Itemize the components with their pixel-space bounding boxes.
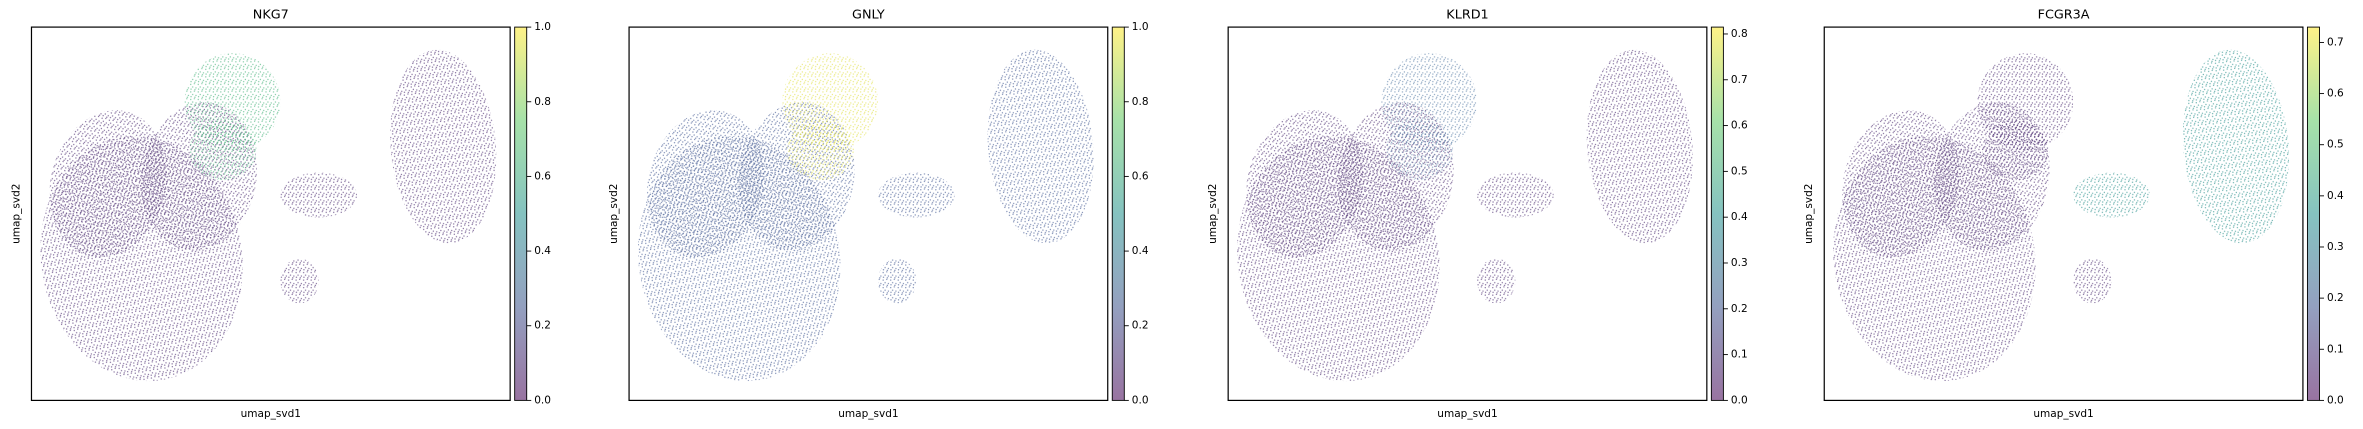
chart-title: FCGR3A — [2038, 8, 2090, 23]
x-axis-label: umap_svd1 — [2033, 408, 2093, 420]
colorbar-tick-label: 0.0 — [534, 394, 551, 406]
colorbar-tick-label: 0.5 — [2327, 139, 2344, 151]
point-cluster — [2073, 172, 2150, 218]
y-axis-label: umap_svd2 — [608, 184, 620, 244]
colorbar-tick-label: 0.4 — [1731, 211, 1748, 223]
point-cluster — [646, 110, 765, 258]
colorbar-tick-label: 0.7 — [1731, 74, 1748, 86]
point-cluster — [280, 258, 319, 304]
point-cluster — [1586, 49, 1693, 244]
point-cluster — [1842, 110, 1960, 258]
point-cluster — [280, 172, 357, 218]
colorbar-tick-label: 0.3 — [2327, 241, 2344, 253]
colorbar-tick-label: 0.6 — [2327, 88, 2344, 100]
colorbar-tick-label: 0.8 — [1132, 96, 1149, 108]
panel: GNLY umap_svd1 umap_svd2 0.0 0.2 0.4 0.6 0.8 1.0 — [608, 8, 1149, 420]
colorbar — [1111, 26, 1125, 401]
colorbar — [1710, 26, 1724, 401]
y-axis-label: umap_svd2 — [10, 184, 22, 244]
point-cloud — [40, 49, 497, 382]
y-axis-label: umap_svd2 — [1803, 184, 1815, 244]
point-cluster — [787, 120, 855, 181]
point-cluster — [877, 258, 917, 304]
colorbar-tick-label: 0.5 — [1731, 165, 1748, 177]
x-axis-label: umap_svd1 — [838, 408, 898, 420]
colorbar-tick-label: 0.4 — [1132, 245, 1149, 257]
colorbar — [2306, 26, 2320, 401]
plot-frame — [1227, 26, 1708, 402]
colorbar-tick-label: 0.2 — [1731, 303, 1748, 315]
point-cloud — [1833, 49, 2290, 382]
chart-title: GNLY — [852, 8, 885, 23]
chart-title: KLRD1 — [1446, 8, 1488, 23]
point-cloud — [1236, 49, 1693, 382]
colorbar-tick-label: 0.8 — [534, 96, 551, 108]
panel: NKG7 umap_svd1 umap_svd2 0.0 0.2 0.4 0.6 0.8 1.0 — [10, 8, 551, 420]
x-axis-label: umap_svd1 — [1437, 408, 1497, 420]
point-cluster — [1477, 172, 1554, 218]
point-cluster — [2182, 49, 2290, 244]
point-cluster — [2073, 258, 2112, 304]
point-cluster — [49, 110, 167, 258]
point-cloud — [637, 49, 1094, 382]
colorbar-tick-label: 1.0 — [534, 21, 551, 33]
colorbar-tick-label: 0.6 — [1731, 120, 1748, 132]
point-cluster — [1386, 120, 1454, 181]
panel: KLRD1 umap_svd1 umap_svd2 0.0 0.1 0.2 0.3 0.4 0.… — [1207, 8, 1748, 420]
colorbar-tick-label: 0.4 — [534, 245, 551, 257]
point-cluster — [1982, 120, 2050, 181]
colorbar-tick-label: 0.0 — [1132, 394, 1149, 406]
plot-frame — [1823, 26, 2304, 402]
colorbar-tick-label: 0.1 — [2327, 343, 2344, 355]
point-cluster — [987, 49, 1094, 244]
colorbar-tick-label: 0.2 — [534, 320, 551, 332]
y-axis-label: umap_svd2 — [1207, 184, 1219, 244]
colorbar-tick-label: 0.7 — [2327, 36, 2344, 48]
point-cluster — [1477, 258, 1516, 304]
colorbar — [514, 26, 528, 401]
plot-frame — [30, 26, 511, 402]
point-cluster — [877, 172, 955, 218]
plot-frame — [628, 26, 1109, 402]
panel: FCGR3A umap_svd1 umap_svd2 0.0 0.1 0.2 0.3 0.4 0… — [1803, 8, 2344, 420]
colorbar-tick-label: 0.3 — [1731, 257, 1748, 269]
colorbar-tick-label: 0.2 — [2327, 292, 2344, 304]
point-cluster — [1245, 110, 1364, 258]
point-cluster — [390, 49, 497, 244]
x-axis-label: umap_svd1 — [241, 408, 301, 420]
colorbar-tick-label: 0.6 — [534, 170, 551, 182]
colorbar-tick-label: 0.4 — [2327, 190, 2344, 202]
colorbar-tick-label: 0.1 — [1731, 349, 1748, 361]
point-cluster — [189, 120, 257, 181]
colorbar-tick-label: 0.2 — [1132, 320, 1149, 332]
chart-title: NKG7 — [253, 8, 289, 23]
colorbar-tick-label: 0.6 — [1132, 170, 1149, 182]
colorbar-tick-label: 0.8 — [1731, 28, 1748, 40]
colorbar-tick-label: 1.0 — [1132, 21, 1149, 33]
colorbar-tick-label: 0.0 — [2327, 394, 2344, 406]
colorbar-tick-label: 0.0 — [1731, 394, 1748, 406]
